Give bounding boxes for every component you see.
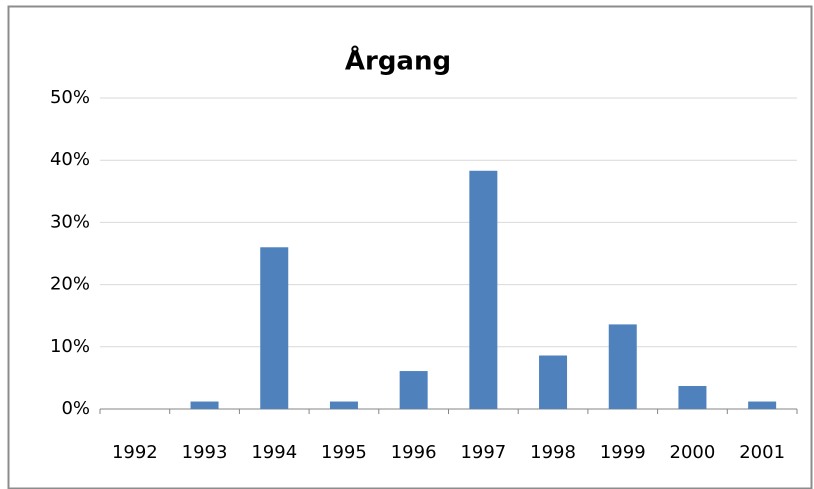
y-tick-label: 50% (50, 87, 90, 108)
x-tick-label: 2000 (670, 442, 716, 463)
y-tick-label: 40% (50, 149, 90, 170)
bar (329, 401, 358, 409)
bar (399, 371, 428, 409)
y-tick-label: 0% (61, 398, 90, 419)
bar (539, 355, 568, 409)
x-tick-label: 1998 (530, 442, 576, 463)
chart-border (7, 5, 813, 489)
x-tick-label: 1997 (460, 442, 506, 463)
bar (608, 324, 637, 409)
x-tick-label: 1999 (600, 442, 646, 463)
bar (678, 385, 707, 409)
x-tick-label: 1992 (112, 442, 158, 463)
chart-title: Årgang (345, 45, 451, 77)
bar (260, 247, 289, 409)
x-tick-label: 1993 (182, 442, 228, 463)
bar (190, 401, 219, 409)
x-tick-label: 2001 (739, 442, 785, 463)
x-tick-label: 1994 (251, 442, 297, 463)
bar (748, 401, 777, 409)
y-tick-label: 10% (50, 336, 90, 357)
x-tick-label: 1995 (321, 442, 367, 463)
y-tick-label: 20% (50, 274, 90, 295)
y-tick-label: 30% (50, 211, 90, 232)
x-tick-label: 1996 (391, 442, 437, 463)
bar (469, 170, 498, 409)
